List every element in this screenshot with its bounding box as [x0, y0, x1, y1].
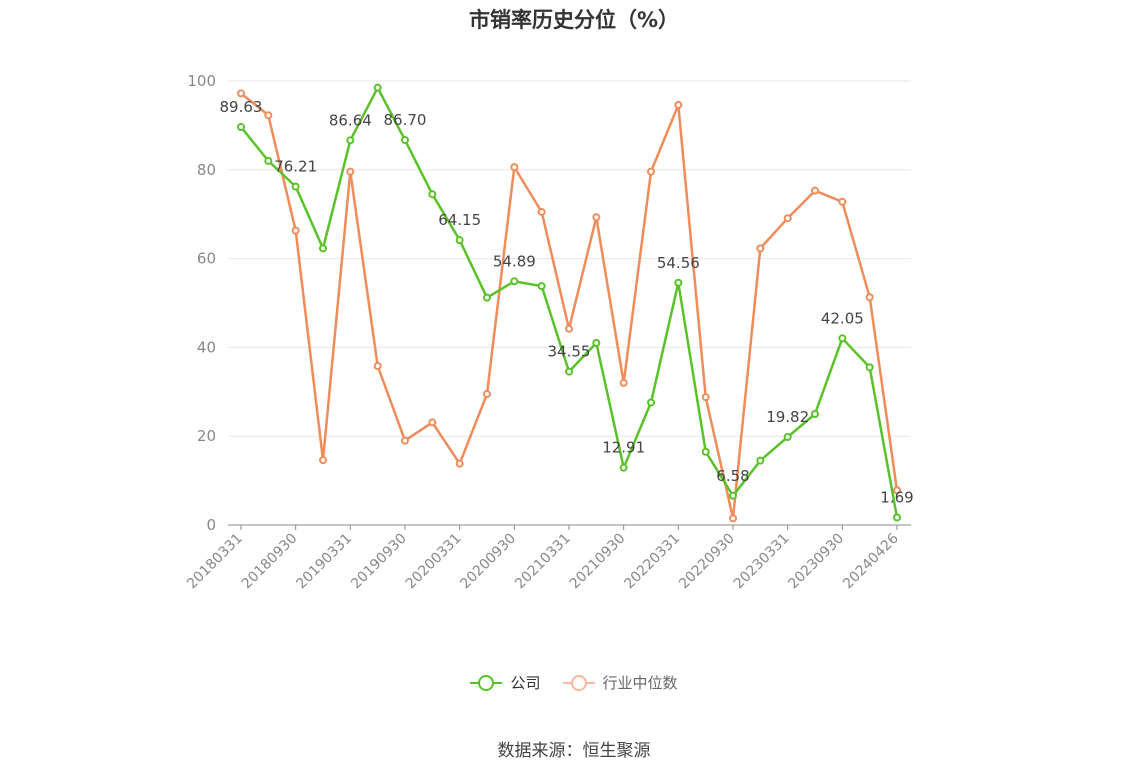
legend-industry-marker-icon: [562, 674, 595, 691]
industry-point: [756, 244, 765, 253]
company-series-line: [240, 86, 899, 518]
industry-point: [373, 362, 382, 371]
industry-point: [565, 324, 573, 333]
industry-point: [401, 436, 409, 445]
chart-title: 市销率历史分位（%）: [468, 8, 680, 32]
legend: 公司 行业中位数: [0, 672, 1148, 693]
company-point: [756, 456, 765, 465]
x-tick-label: 20200331: [403, 531, 465, 593]
y-tick-label: 80: [197, 161, 216, 179]
company-data-label: 86.64: [329, 111, 372, 129]
industry-point: [319, 456, 327, 465]
company-point: [565, 367, 573, 376]
industry-point: [291, 226, 300, 235]
company-data-label: 54.56: [657, 254, 700, 272]
company-point: [483, 293, 491, 302]
company-point: [729, 491, 737, 500]
company-point: [783, 432, 792, 441]
company-point: [537, 282, 546, 291]
industry-point: [811, 186, 819, 195]
chart-plot: 0 20 40 60 80 100 2018033120180930201903312019…: [184, 72, 914, 592]
company-point: [401, 136, 409, 145]
industry-point: [619, 378, 628, 387]
y-tick-label: 60: [197, 250, 216, 268]
company-point: [264, 156, 273, 165]
x-tick-label: 20180930: [239, 531, 301, 593]
company-point: [510, 277, 519, 286]
company-point: [701, 447, 710, 456]
company-data-label: 12.91: [602, 439, 645, 457]
y-tick-label: 40: [197, 338, 216, 356]
industry-point: [483, 390, 491, 399]
legend-company-label: 公司: [510, 674, 541, 692]
y-tick-label: 100: [187, 72, 216, 90]
company-data-label: 64.15: [438, 211, 481, 229]
x-tick-label: 20200930: [457, 531, 519, 593]
industry-point: [455, 459, 464, 468]
company-point: [428, 190, 437, 199]
company-point: [838, 334, 847, 343]
industry-point: [729, 514, 737, 523]
company-point: [592, 338, 601, 347]
company-data-label: 89.63: [220, 98, 263, 116]
legend-industry-label: 行业中位数: [602, 674, 678, 692]
x-tick-label: 20220930: [676, 531, 738, 593]
data-source-note: 数据来源：恒生聚源: [497, 741, 651, 761]
y-tick-label: 0: [206, 516, 216, 534]
industry-point: [537, 207, 546, 216]
industry-point: [647, 167, 655, 176]
company-point: [865, 363, 874, 372]
industry-point: [510, 163, 519, 172]
industry-point: [346, 167, 355, 176]
industry-point: [701, 393, 710, 402]
company-data-label: 42.05: [821, 309, 864, 327]
company-point: [319, 244, 327, 253]
company-data-label: 86.70: [384, 111, 427, 129]
industry-point: [237, 89, 245, 98]
industry-point: [428, 418, 437, 427]
x-tick-label: 20210930: [567, 531, 629, 593]
company-data-label: 76.21: [274, 158, 317, 176]
industry-point: [783, 214, 792, 223]
data-label-layer: 89.63 76.21 86.64 86.70 64.15 54.89 34.55 12.91…: [220, 98, 914, 506]
company-point: [373, 83, 382, 92]
company-point: [346, 136, 355, 145]
x-tick-label: 20190331: [293, 531, 355, 593]
x-tick-label: 20230331: [731, 531, 793, 593]
company-point: [674, 278, 683, 287]
industry-point: [838, 197, 847, 206]
company-data-label: 1.69: [880, 488, 913, 506]
x-tick-label: 20220331: [621, 531, 683, 593]
x-tick-label: 20240426: [840, 530, 902, 592]
legend-item-company[interactable]: 公司: [470, 672, 541, 693]
legend-company-marker-icon: [470, 674, 503, 691]
company-point: [455, 236, 464, 245]
company-point: [619, 463, 628, 472]
company-data-label: 54.89: [493, 252, 536, 270]
company-point: [647, 398, 655, 407]
company-data-label: 6.58: [716, 467, 749, 485]
series-layer: [237, 83, 901, 523]
industry-point: [674, 100, 683, 109]
industry-point: [592, 213, 601, 222]
company-point: [893, 513, 901, 522]
x-tick-label: 20230930: [785, 531, 847, 593]
industry-point: [264, 111, 273, 120]
company-point: [291, 182, 300, 191]
x-tick-label: 20180331: [184, 531, 246, 593]
industry-point: [865, 293, 874, 302]
company-data-label: 19.82: [766, 408, 809, 426]
y-tick-label: 20: [197, 427, 216, 445]
industry-point: [893, 486, 901, 495]
company-data-label: 34.55: [548, 343, 591, 361]
axis-layer: 0 20 40 60 80 100 2018033120180930201903312019…: [184, 72, 911, 592]
company-point: [237, 123, 245, 132]
legend-item-industry[interactable]: 行业中位数: [562, 672, 678, 693]
x-tick-label: 20210331: [512, 531, 574, 593]
company-point: [811, 410, 819, 418]
x-tick-label: 20190930: [348, 531, 410, 593]
industry-series-line: [240, 92, 899, 520]
